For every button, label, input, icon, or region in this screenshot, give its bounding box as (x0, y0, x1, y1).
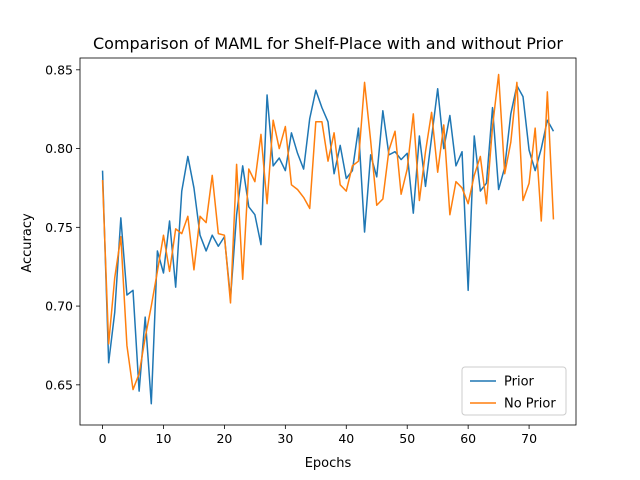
x-axis-label: Epochs (305, 456, 352, 471)
x-tick-label: 40 (338, 431, 354, 446)
x-tick-label: 60 (460, 431, 476, 446)
x-tick-label: 70 (521, 431, 537, 446)
x-tick-label: 20 (216, 431, 232, 446)
plot-frame (79, 57, 577, 426)
legend-label: Prior (504, 375, 535, 390)
y-tick-label: 0.75 (45, 220, 73, 235)
series-line-no-prior (101, 73, 555, 391)
chart-title: Comparison of MAML for Shelf-Place with … (93, 34, 563, 53)
series-layer (101, 73, 555, 405)
y-tick-label: 0.80 (45, 141, 73, 156)
x-tick-label: 10 (156, 431, 172, 446)
y-tick-label: 0.85 (45, 62, 73, 77)
series-line-prior (101, 84, 555, 405)
legend: Prior No Prior (461, 366, 567, 416)
y-tick-label: 0.70 (45, 299, 73, 314)
legend-label: No Prior (504, 397, 556, 412)
y-axis-ticks: 0.65 0.70 0.75 0.80 0.85 (45, 62, 80, 392)
x-tick-label: 0 (99, 431, 107, 446)
y-tick-label: 0.65 (45, 377, 73, 392)
x-tick-label: 50 (399, 431, 415, 446)
x-axis-ticks: 0 10 20 30 40 50 60 70 (99, 425, 537, 446)
x-tick-label: 30 (277, 431, 293, 446)
y-axis-label: Accuracy (20, 213, 35, 273)
